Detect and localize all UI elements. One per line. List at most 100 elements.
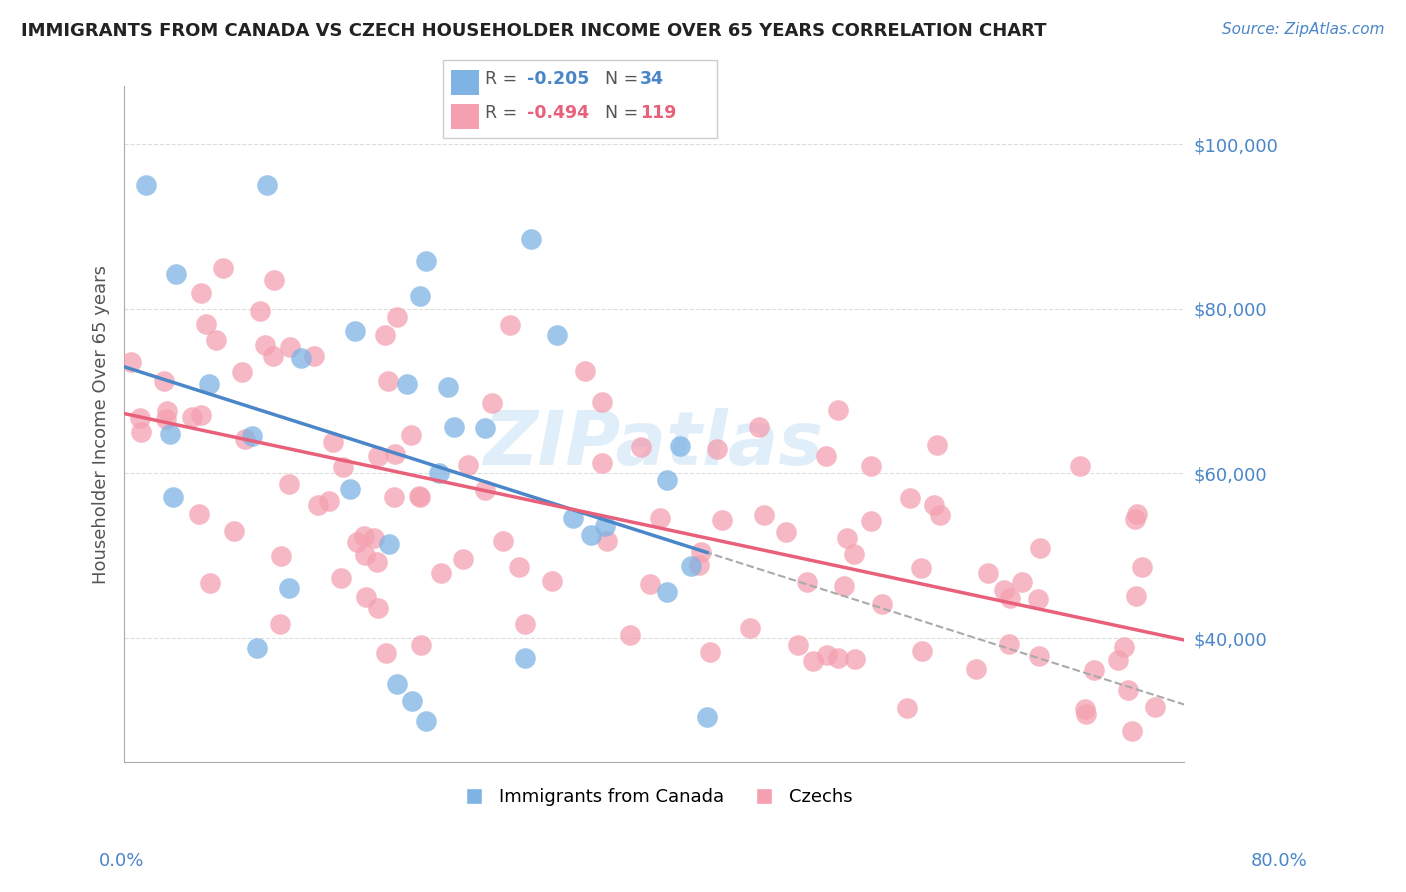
Point xyxy=(353,548,375,562)
Point xyxy=(1074,706,1097,721)
Point xyxy=(827,403,849,417)
Point xyxy=(190,285,212,300)
Point xyxy=(619,628,641,642)
Point xyxy=(998,591,1021,605)
Point xyxy=(159,426,181,441)
Point xyxy=(688,558,710,572)
Point xyxy=(499,318,522,332)
Point xyxy=(278,581,301,595)
Point xyxy=(129,410,152,425)
Point xyxy=(650,511,672,525)
Point xyxy=(546,327,568,342)
Point xyxy=(408,490,430,504)
Point xyxy=(195,317,218,331)
Point xyxy=(269,617,291,632)
Point xyxy=(378,537,401,551)
Point xyxy=(280,340,302,354)
Point xyxy=(120,355,142,369)
Point xyxy=(165,267,187,281)
Point xyxy=(277,476,299,491)
Point xyxy=(508,559,530,574)
Point xyxy=(1125,507,1147,521)
Point xyxy=(307,498,329,512)
Point xyxy=(377,374,399,388)
Point xyxy=(630,440,652,454)
Point xyxy=(1121,724,1143,739)
Point xyxy=(387,677,409,691)
Point xyxy=(699,644,721,658)
Point xyxy=(233,432,256,446)
Point xyxy=(263,273,285,287)
Point xyxy=(262,349,284,363)
Point xyxy=(515,616,537,631)
Point xyxy=(430,566,453,581)
Point xyxy=(832,579,855,593)
Point xyxy=(329,571,352,585)
Point xyxy=(415,714,437,728)
Point xyxy=(443,419,465,434)
Point xyxy=(1029,541,1052,555)
Point xyxy=(384,446,406,460)
Y-axis label: Householder Income Over 65 years: Householder Income Over 65 years xyxy=(93,265,110,583)
Point xyxy=(690,545,713,559)
Point xyxy=(222,524,245,538)
Point xyxy=(993,582,1015,597)
Point xyxy=(910,560,932,574)
Point xyxy=(387,310,409,324)
Point xyxy=(593,519,616,533)
Point xyxy=(977,566,1000,580)
Point xyxy=(198,376,221,391)
Point xyxy=(399,428,422,442)
Point xyxy=(1130,560,1153,574)
Point xyxy=(353,529,375,543)
Point xyxy=(415,254,437,268)
Text: R =: R = xyxy=(485,104,523,122)
Point xyxy=(240,429,263,443)
Point xyxy=(129,425,152,440)
Point xyxy=(1107,653,1129,667)
Point xyxy=(180,409,202,424)
Point xyxy=(898,491,921,505)
Point xyxy=(302,349,325,363)
Point xyxy=(134,178,156,193)
Point xyxy=(409,289,432,303)
Point xyxy=(401,693,423,707)
Point xyxy=(998,637,1021,651)
Point xyxy=(253,338,276,352)
Text: 0.0%: 0.0% xyxy=(98,852,143,870)
Point xyxy=(339,482,361,496)
Point xyxy=(638,577,661,591)
Point xyxy=(346,535,368,549)
Point xyxy=(591,456,613,470)
Point xyxy=(395,377,418,392)
Point xyxy=(815,648,838,662)
Point xyxy=(655,585,678,599)
Point xyxy=(515,650,537,665)
Text: 80.0%: 80.0% xyxy=(1251,852,1308,870)
Legend: Immigrants from Canada, Czechs: Immigrants from Canada, Czechs xyxy=(449,781,860,814)
Point xyxy=(928,508,950,522)
Point xyxy=(344,324,367,338)
Point xyxy=(775,524,797,539)
Point xyxy=(803,654,825,668)
Point xyxy=(1143,699,1166,714)
Point xyxy=(249,304,271,318)
Point xyxy=(153,375,176,389)
Point xyxy=(927,438,949,452)
Point xyxy=(1125,589,1147,603)
Point xyxy=(815,449,838,463)
Point xyxy=(332,460,354,475)
Point xyxy=(205,333,228,347)
Point xyxy=(706,442,728,456)
Text: R =: R = xyxy=(485,70,523,88)
Point xyxy=(437,380,460,394)
Point xyxy=(562,511,585,525)
Point xyxy=(356,590,378,604)
Point xyxy=(231,365,253,379)
Point xyxy=(474,483,496,498)
Point xyxy=(457,458,479,472)
Point xyxy=(860,459,883,474)
Point xyxy=(837,531,859,545)
Point xyxy=(1123,512,1146,526)
Point xyxy=(408,489,430,503)
